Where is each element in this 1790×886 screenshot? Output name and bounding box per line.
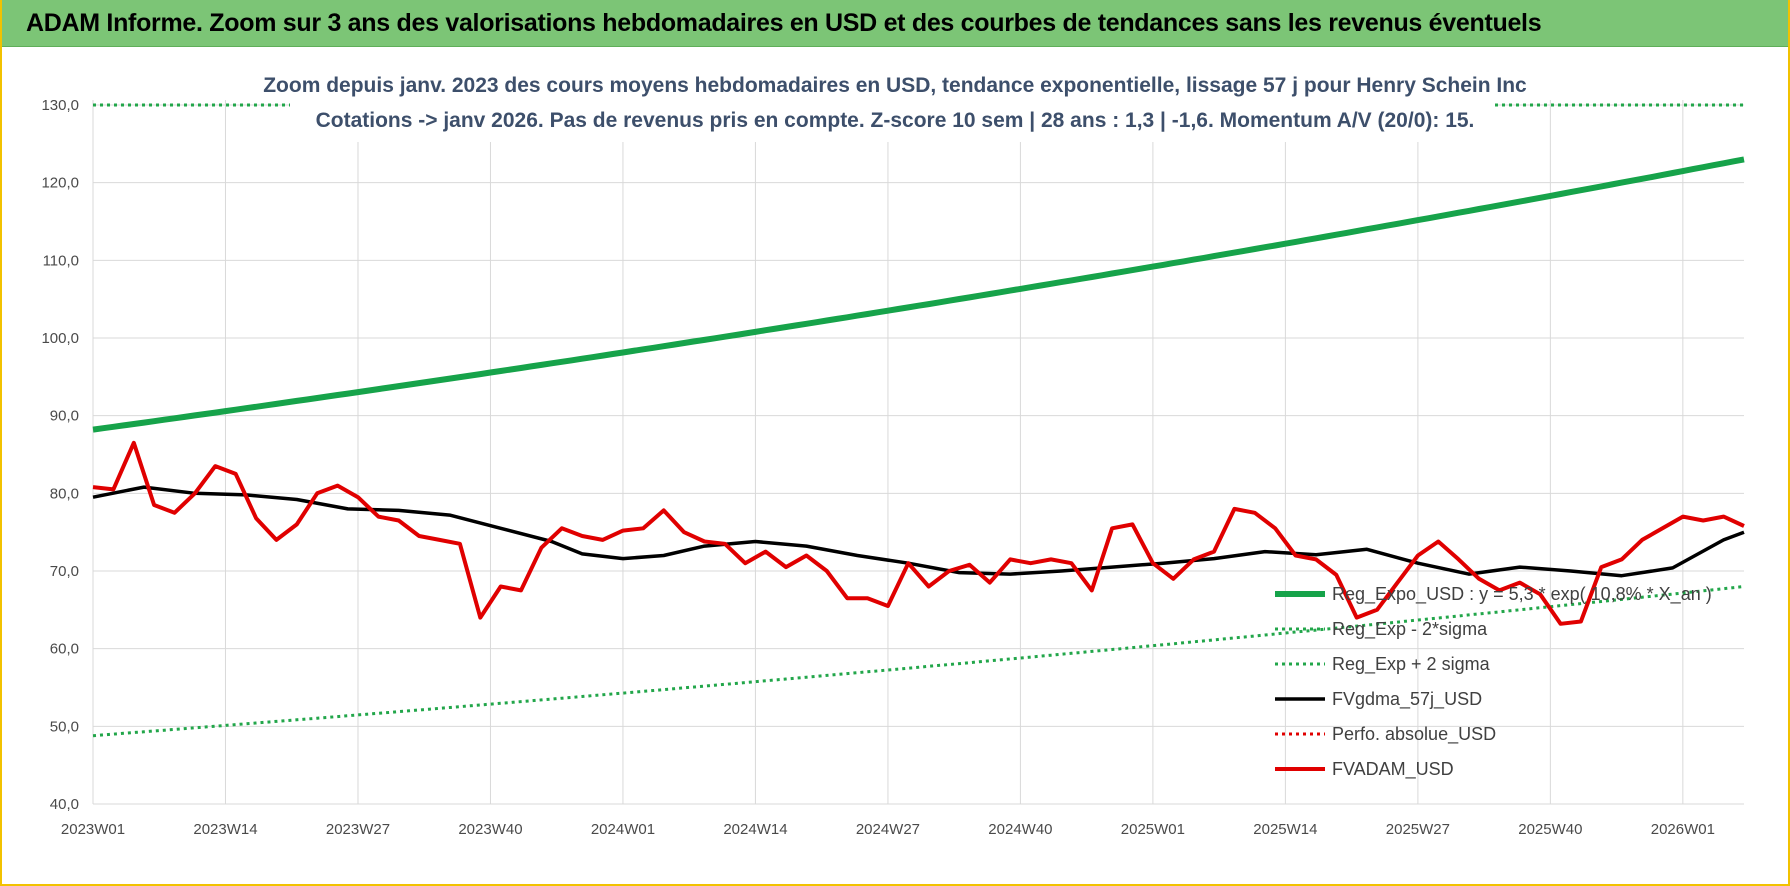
x-tick-label: 2025W01 bbox=[1121, 821, 1185, 838]
legend-label: FVgdma_57j_USD bbox=[1332, 689, 1482, 710]
legend-label: Perfo. absolue_USD bbox=[1332, 724, 1496, 745]
chart-subtitle-line2: Cotations -> janv 2026. Pas de revenus p… bbox=[316, 109, 1475, 132]
legend-label: Reg_Exp - 2*sigma bbox=[1332, 619, 1488, 640]
series-lines bbox=[92, 103, 1745, 738]
y-tick-label: 50,0 bbox=[50, 718, 79, 735]
x-tick-label: 2023W40 bbox=[458, 821, 522, 838]
x-tick-label: 2023W14 bbox=[193, 821, 257, 838]
legend-label: FVADAM_USD bbox=[1332, 759, 1454, 780]
report-title: ADAM Informe. Zoom sur 3 ans des valoris… bbox=[26, 8, 1542, 37]
x-tick-label: 2023W01 bbox=[61, 821, 125, 838]
y-tick-label: 80,0 bbox=[50, 485, 79, 502]
y-tick-label: 90,0 bbox=[50, 408, 79, 425]
x-axis-ticks: 2023W01 2023W14 2023W27 2023W40 2024W01 2024W… bbox=[61, 821, 1715, 838]
y-tick-label: 130,0 bbox=[41, 97, 79, 114]
y-tick-label: 110,0 bbox=[43, 252, 79, 269]
x-tick-label: 2024W14 bbox=[723, 821, 787, 838]
y-tick-label: 40,0 bbox=[50, 796, 79, 813]
x-tick-label: 2024W01 bbox=[591, 821, 655, 838]
chart-subtitle-line1: Zoom depuis janv. 2023 des cours moyens … bbox=[263, 74, 1527, 97]
legend-label: Reg_Expo_USD : y = 5,3 * exp( 10,8% * X_… bbox=[1332, 584, 1712, 605]
x-tick-label: 2026W01 bbox=[1651, 821, 1715, 838]
x-tick-label: 2025W40 bbox=[1518, 821, 1582, 838]
title-banner: ADAM Informe. Zoom sur 3 ans des valoris… bbox=[2, 0, 1788, 47]
subtitle-box bbox=[290, 62, 1495, 142]
y-tick-label: 120,0 bbox=[41, 175, 79, 192]
x-tick-label: 2024W27 bbox=[856, 821, 920, 838]
x-tick-label: 2025W14 bbox=[1253, 821, 1317, 838]
series-line-fvadam-usd bbox=[92, 440, 1745, 626]
series-line-reg-expo-usd-y-5-3-exp-10-8-x-an bbox=[92, 156, 1745, 433]
x-tick-label: 2023W27 bbox=[326, 821, 390, 838]
y-tick-label: 60,0 bbox=[50, 641, 79, 658]
x-tick-label: 2025W27 bbox=[1386, 821, 1450, 838]
x-tick-label: 2024W40 bbox=[988, 821, 1052, 838]
legend: Reg_Expo_USD : y = 5,3 * exp( 10,8% * X_… bbox=[1275, 584, 1712, 780]
y-axis-ticks: 40,0 50,0 60,0 70,0 80,0 90,0 100,0 110,0 120,0 1… bbox=[41, 97, 79, 813]
series-line-fvgdma-57j-usd bbox=[92, 485, 1745, 578]
legend-label: Reg_Exp + 2 sigma bbox=[1332, 654, 1491, 675]
series-line-reg-exp-2-sigma bbox=[92, 585, 1745, 738]
y-tick-label: 70,0 bbox=[50, 563, 79, 580]
y-tick-label: 100,0 bbox=[41, 330, 79, 347]
